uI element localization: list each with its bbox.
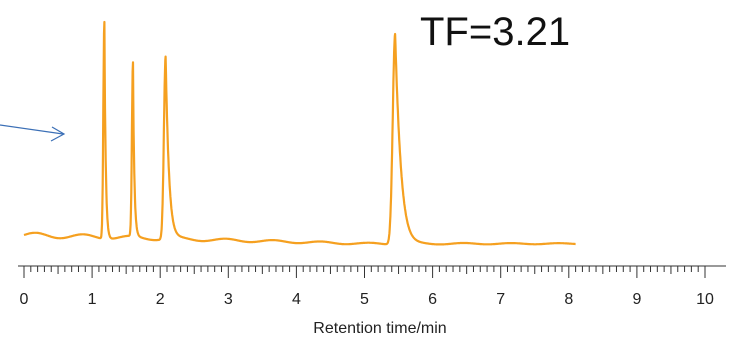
chromatogram-trace xyxy=(23,20,577,246)
x-tick-label: 1 xyxy=(88,291,97,308)
x-axis-minor-ticks xyxy=(23,266,706,278)
arrow-annotation xyxy=(0,124,66,142)
x-tick-label: 9 xyxy=(632,291,641,308)
x-axis-tick-labels: 0 1 2 3 4 5 6 7 8 9 10 xyxy=(20,291,714,308)
arrow-head-icon xyxy=(50,126,66,142)
x-tick-label: 0 xyxy=(20,291,29,308)
x-axis: 0 1 2 3 4 5 6 7 8 9 10 xyxy=(18,265,726,308)
x-tick-label: 4 xyxy=(292,291,301,308)
x-tick-label: 2 xyxy=(156,291,165,308)
arrow-shaft xyxy=(0,124,64,135)
x-axis-title: Retention time/min xyxy=(313,320,446,337)
x-tick-label: 6 xyxy=(428,291,437,308)
x-tick-label: 7 xyxy=(496,291,505,308)
x-tick-label: 8 xyxy=(564,291,573,308)
x-tick-label: 10 xyxy=(696,291,714,308)
x-tick-label: 5 xyxy=(360,291,369,308)
x-tick-label: 3 xyxy=(224,291,233,308)
tailing-factor-label: TF=3.21 xyxy=(420,10,570,54)
